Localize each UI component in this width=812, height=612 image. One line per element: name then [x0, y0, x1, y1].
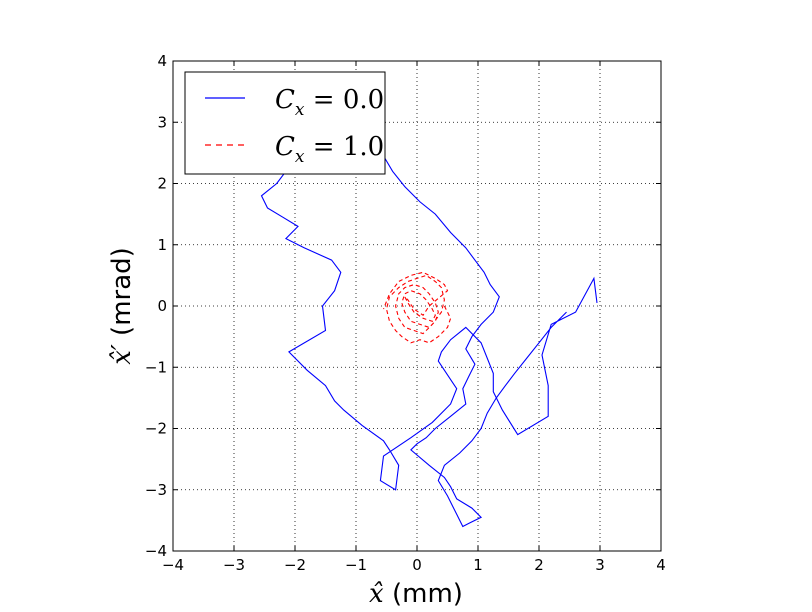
x-tick-label: 1: [473, 556, 483, 574]
y-axis-label-unit: (mrad): [107, 247, 137, 344]
grid-lines: [173, 61, 661, 551]
y-tick-label: 1: [157, 236, 167, 254]
legend-label-series-1: Cx = 0.0: [275, 85, 384, 120]
y-tick-label: 2: [157, 175, 167, 193]
x-tick-label: −1: [345, 556, 367, 574]
y-axis-label-symbol: x̂′: [107, 344, 137, 365]
y-tick-label: −1: [145, 358, 167, 376]
x-tick-label: 3: [595, 556, 605, 574]
x-tick-label: −3: [223, 556, 245, 574]
x-tick-label: −4: [162, 556, 184, 574]
x-tick-label: 2: [534, 556, 544, 574]
legend: Cx = 0.0 Cx = 1.0: [184, 71, 386, 175]
x-axis-label: x̂ (mm): [369, 579, 463, 609]
y-tick-label: 3: [157, 113, 167, 131]
x-tick-label: 4: [656, 556, 666, 574]
y-tick-label: −2: [145, 420, 167, 438]
x-axis-label-symbol: x̂: [369, 579, 384, 609]
y-tick-label: −4: [145, 542, 167, 560]
y-tick-label: 4: [157, 52, 167, 70]
x-tick-label: −2: [284, 556, 306, 574]
y-tick-label: 0: [157, 297, 167, 315]
y-axis-label: x̂′ (mrad): [107, 247, 137, 365]
y-tick-label: −3: [145, 481, 167, 499]
legend-box: [184, 71, 386, 175]
axis-ticks: −4 −3 −2 −1 0 1 2 3 4 −4 −3 −2 −1 0 1 2 3 4: [145, 52, 666, 574]
svg-text:x̂′ (mrad): x̂′ (mrad): [107, 247, 137, 365]
x-axis-label-unit: (mm): [384, 579, 463, 609]
x-tick-label: 0: [412, 556, 422, 574]
legend-label-series-2: Cx = 1.0: [275, 132, 384, 167]
svg-text:x̂ (mm): x̂ (mm): [369, 579, 463, 609]
series-line-2: [382, 271, 452, 344]
